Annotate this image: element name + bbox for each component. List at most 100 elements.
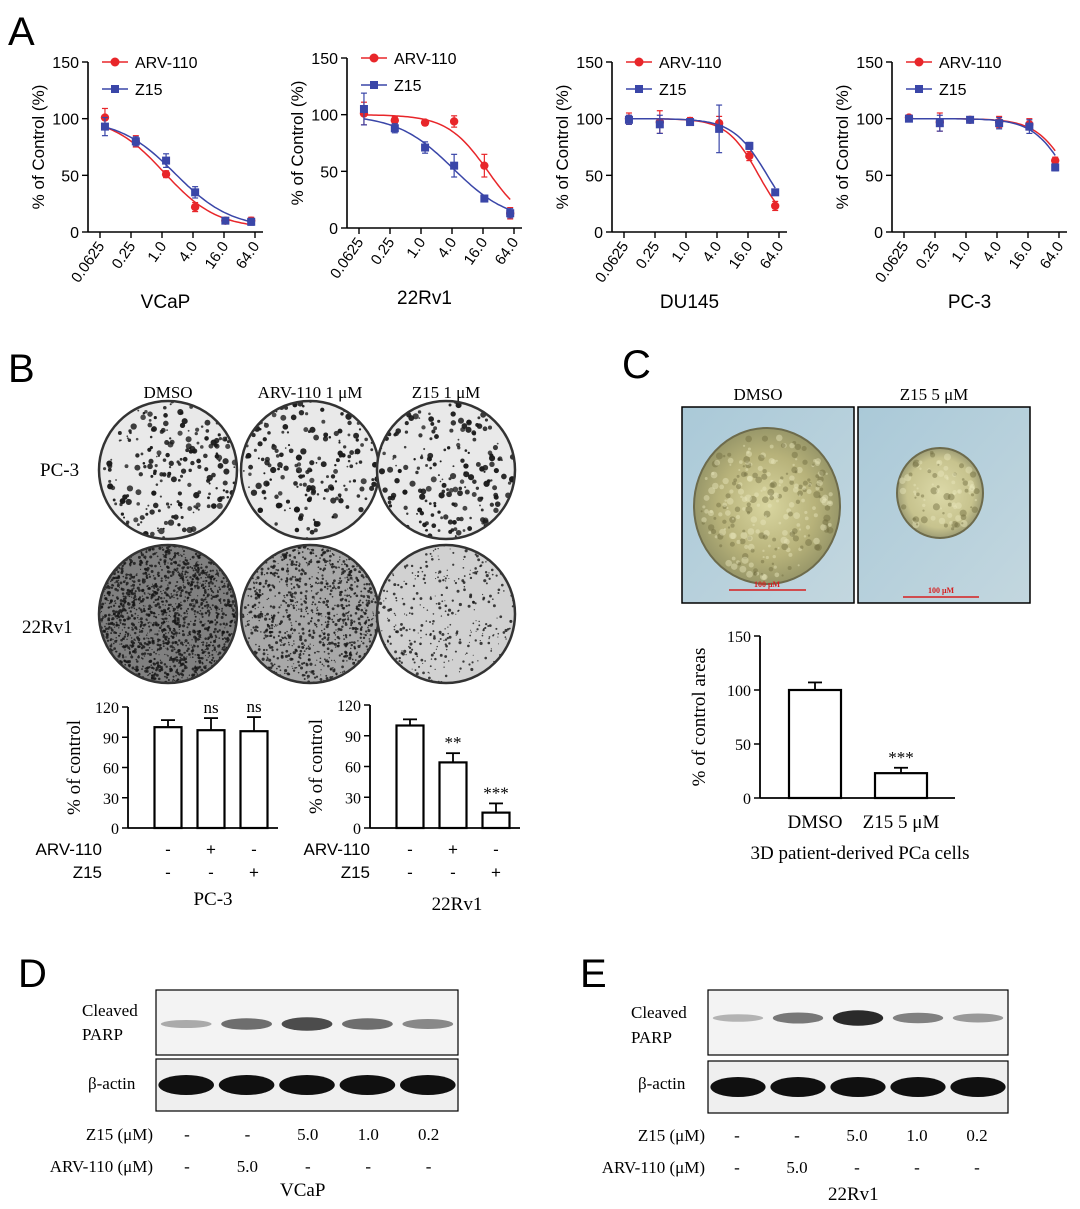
x-tick-label: 16.0 bbox=[1006, 239, 1037, 273]
y-tick-label: 0 bbox=[111, 821, 119, 838]
data-point bbox=[1051, 163, 1060, 172]
cell-line-vcap: VCaP bbox=[280, 1180, 325, 1201]
y-tick-label: 120 bbox=[95, 700, 119, 717]
blot-lane-value: - bbox=[734, 1158, 740, 1177]
treatment-row-label: Z15 bbox=[73, 863, 102, 882]
parp-band bbox=[712, 1014, 764, 1022]
data-point bbox=[247, 217, 256, 226]
legend-label-arv110: ARV-110 bbox=[939, 55, 1002, 72]
x-tick-label: 0.25 bbox=[633, 239, 664, 273]
band-label-actin-e: β-actin bbox=[638, 1074, 686, 1093]
dose-chart-vcap: 0 50 100 150 0.0625 0.25 1.0 4.0 16.0 64.0 % of Co… bbox=[29, 55, 263, 313]
x-tick-label: 64.0 bbox=[757, 239, 788, 273]
series-z15 bbox=[904, 114, 1060, 172]
fit-curve bbox=[363, 114, 511, 201]
blot-lane-value: - bbox=[974, 1158, 980, 1177]
actin-band bbox=[218, 1075, 275, 1095]
legend-marker-arv110 bbox=[369, 53, 379, 63]
parp-band bbox=[160, 1020, 212, 1028]
series-arv-110 bbox=[904, 112, 1060, 165]
legend-marker-z15 bbox=[370, 81, 378, 89]
legend-label-arv110: ARV-110 bbox=[394, 51, 457, 68]
blot-row-label: ARV-110 (μM) bbox=[602, 1158, 705, 1177]
data-point bbox=[390, 116, 400, 125]
panel-c-3d-cells: DMSO Z15 5 μM 100 μM 100 μM bbox=[681, 385, 1031, 604]
blot-lane-value: 5.0 bbox=[846, 1126, 867, 1145]
micrograph-dmso: 100 μM bbox=[681, 406, 855, 604]
x-tick-label: Z15 5 μM bbox=[863, 812, 940, 833]
data-point bbox=[420, 118, 430, 127]
panel-letter-e: E bbox=[580, 952, 607, 996]
x-tick-label: DMSO bbox=[788, 812, 843, 833]
col-label-dmso: DMSO bbox=[143, 383, 192, 402]
data-point bbox=[480, 194, 489, 203]
x-tick-label: 0.0625 bbox=[68, 239, 108, 286]
dose-chart-22rv1: 0 50 100 150 0.0625 0.25 1.0 4.0 16.0 64.0 % of Co… bbox=[288, 51, 522, 309]
y-tick-label: 30 bbox=[345, 790, 361, 807]
data-point bbox=[995, 119, 1004, 128]
micrograph-z15: 100 μM bbox=[857, 406, 1031, 604]
x-tick-label: 1.0 bbox=[403, 235, 429, 262]
band-label-parp-1: Cleaved bbox=[82, 1001, 138, 1020]
legend-marker-z15 bbox=[635, 85, 643, 93]
treatment-mark: - bbox=[251, 840, 257, 859]
treatment-mark: + bbox=[249, 863, 259, 882]
x-axis-label: DU145 bbox=[660, 292, 719, 313]
y-tick-label: 100 bbox=[856, 112, 883, 129]
data-point bbox=[655, 120, 664, 129]
treatment-row-label: Z15 bbox=[341, 863, 370, 882]
blot-lane-value: 0.2 bbox=[418, 1125, 439, 1144]
x-tick-label: 1.0 bbox=[668, 239, 694, 266]
x-tick-label: 0.0625 bbox=[872, 239, 912, 286]
blot-lane-value: - bbox=[426, 1157, 432, 1176]
y-tick-label: 0 bbox=[743, 791, 751, 808]
row-label-22rv1: 22Rv1 bbox=[22, 617, 73, 638]
x-tick-label: 16.0 bbox=[461, 235, 492, 269]
series-arv-110 bbox=[624, 110, 780, 212]
y-tick-label: 150 bbox=[52, 55, 79, 72]
actin-band bbox=[279, 1075, 335, 1095]
data-point bbox=[966, 115, 975, 124]
data-point bbox=[745, 151, 754, 161]
parp-band bbox=[221, 1018, 272, 1030]
series-arv-110 bbox=[359, 101, 515, 220]
data-point bbox=[686, 118, 695, 127]
x-axis-label: PC-3 bbox=[193, 889, 232, 910]
panel-letter-a: A bbox=[8, 10, 35, 54]
treatment-mark: - bbox=[450, 863, 456, 882]
panel-letter-d: D bbox=[18, 952, 47, 996]
bar bbox=[481, 811, 511, 830]
blot-lane-value: - bbox=[854, 1158, 860, 1177]
data-point bbox=[1051, 156, 1060, 165]
bar bbox=[395, 724, 425, 830]
dose-chart-du145: 0 50 100 150 0.0625 0.25 1.0 4.0 16.0 64.0 % of Co… bbox=[553, 55, 787, 313]
treatment-mark: + bbox=[491, 863, 501, 882]
treatment-mark: - bbox=[165, 840, 171, 859]
blot-lane-value: 1.0 bbox=[358, 1125, 379, 1144]
blot-lane-value: - bbox=[305, 1157, 311, 1176]
y-tick-label: 0 bbox=[329, 221, 338, 238]
legend: ARV-110 Z15 bbox=[361, 51, 457, 95]
data-point bbox=[190, 202, 200, 212]
legend-label-z15: Z15 bbox=[135, 82, 163, 99]
significance-label: *** bbox=[483, 783, 509, 802]
organoid-z15 bbox=[896, 447, 984, 539]
plate-22rv1-1 bbox=[239, 543, 381, 685]
legend: ARV-110 Z15 bbox=[906, 55, 1002, 99]
bar bbox=[196, 729, 226, 830]
x-tick-label: 64.0 bbox=[233, 239, 264, 273]
legend-label-z15: Z15 bbox=[394, 78, 422, 95]
data-point bbox=[390, 124, 399, 133]
significance-label: ns bbox=[246, 697, 261, 716]
y-tick-label: 150 bbox=[311, 51, 338, 68]
y-tick-label: 0 bbox=[874, 225, 883, 242]
fit-curve bbox=[104, 126, 252, 223]
cell-line-22rv1: 22Rv1 bbox=[828, 1184, 879, 1205]
panel-letter-c: C bbox=[622, 343, 651, 387]
blot-lane-value: 5.0 bbox=[237, 1157, 258, 1176]
legend: ARV-110 Z15 bbox=[102, 55, 198, 99]
plate-pc-3-0 bbox=[97, 399, 239, 541]
legend-label-z15: Z15 bbox=[659, 82, 687, 99]
parp-band bbox=[772, 1012, 824, 1024]
